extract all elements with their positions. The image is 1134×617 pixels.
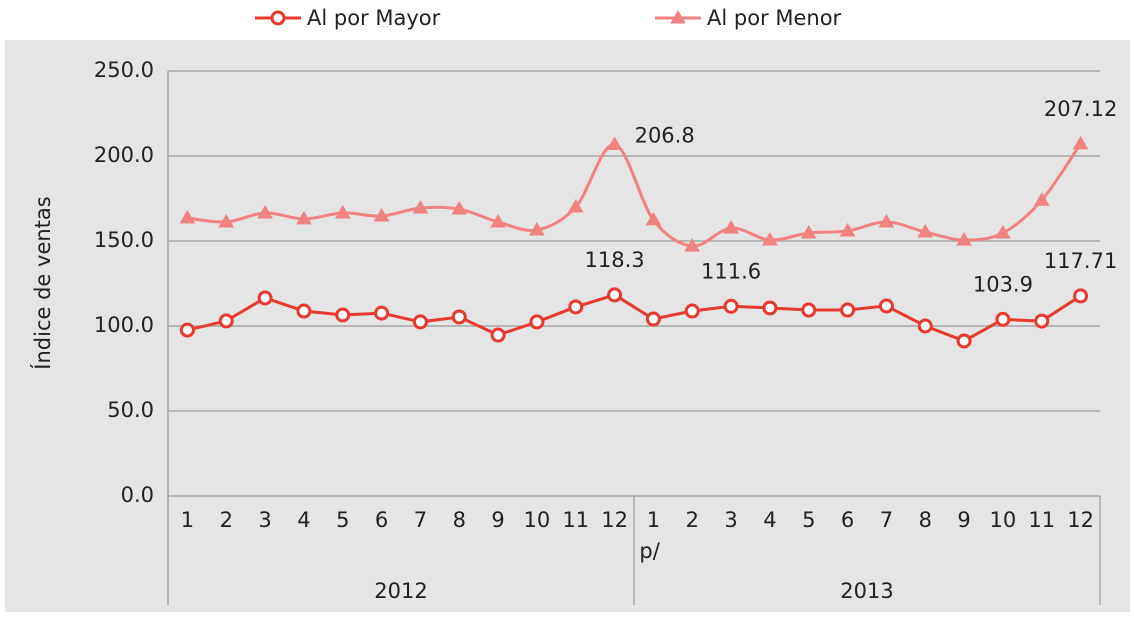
x-tick-label: 8 xyxy=(919,508,932,532)
data-point xyxy=(801,302,817,318)
data-point xyxy=(257,204,273,219)
x-tick-label: 1 xyxy=(181,508,194,532)
data-point xyxy=(1073,288,1089,304)
data-point xyxy=(684,238,701,252)
x-tick-label: 3 xyxy=(258,508,271,532)
data-point xyxy=(296,210,312,225)
data-point xyxy=(840,302,856,318)
x-tick-label: 6 xyxy=(841,508,854,532)
data-point xyxy=(800,225,817,239)
data-point xyxy=(335,307,351,323)
data-point xyxy=(607,287,623,303)
data-point xyxy=(179,210,196,224)
data-label: 111.6 xyxy=(701,259,761,283)
data-point xyxy=(878,298,894,314)
x-tick-label: 8 xyxy=(453,508,466,532)
data-point xyxy=(529,221,545,236)
data-point xyxy=(995,311,1011,327)
group-label: 2013 xyxy=(840,579,893,603)
x-tick-label: 10 xyxy=(524,508,551,532)
data-point xyxy=(878,213,895,228)
y-tick-label: 150.0 xyxy=(94,228,154,252)
data-point xyxy=(645,211,662,226)
x-tick-label: 11 xyxy=(562,508,589,532)
x-tick-label: 12 xyxy=(601,508,628,532)
data-point xyxy=(995,225,1011,239)
y-tick-label: 0.0 xyxy=(121,483,154,507)
data-label: 103.9 xyxy=(973,272,1033,296)
data-point xyxy=(839,222,856,237)
legend-marker xyxy=(270,10,286,26)
x-tick-label: 11 xyxy=(1028,508,1055,532)
data-label: 118.3 xyxy=(585,248,645,272)
data-point xyxy=(374,305,390,321)
x-tick-label: 12 xyxy=(1067,508,1094,532)
data-point xyxy=(373,208,390,222)
data-point xyxy=(762,231,778,246)
data-label: 117.71 xyxy=(1044,249,1117,273)
data-point xyxy=(1072,135,1089,150)
x-tick-label: 5 xyxy=(336,508,349,532)
data-point xyxy=(451,309,467,325)
x-tick-label: 7 xyxy=(414,508,427,532)
data-point xyxy=(257,290,273,306)
data-point xyxy=(1033,192,1050,206)
x-tick-label: 2 xyxy=(220,508,233,532)
legend-label: Al por Menor xyxy=(707,6,842,30)
data-point xyxy=(1034,313,1050,329)
data-label: 207.12 xyxy=(1044,97,1117,121)
x-tick-label: 2 xyxy=(686,508,699,532)
x-tick-label: 1 xyxy=(647,508,660,532)
category-note: p/ xyxy=(639,539,660,563)
data-point xyxy=(451,201,468,215)
data-point xyxy=(490,327,506,343)
data-point xyxy=(956,231,972,246)
group-label: 2012 xyxy=(374,579,427,603)
data-point xyxy=(606,136,623,150)
data-point xyxy=(917,318,933,334)
data-point xyxy=(956,333,972,349)
legend-marker xyxy=(670,10,686,24)
x-tick-label: 7 xyxy=(880,508,893,532)
data-point xyxy=(723,298,739,314)
x-tick-label: 10 xyxy=(990,508,1017,532)
data-point xyxy=(645,311,661,327)
data-point xyxy=(490,213,506,228)
y-tick-label: 50.0 xyxy=(107,398,154,422)
x-tick-label: 3 xyxy=(724,508,737,532)
y-tick-label: 250.0 xyxy=(94,58,154,82)
data-point xyxy=(684,303,700,319)
x-tick-label: 9 xyxy=(957,508,970,532)
data-point xyxy=(412,314,428,330)
data-point xyxy=(568,299,584,315)
data-label: 206.8 xyxy=(635,123,695,147)
x-tick-label: 6 xyxy=(375,508,388,532)
data-point xyxy=(762,300,778,316)
data-point xyxy=(917,223,934,238)
data-point xyxy=(296,303,312,319)
data-point xyxy=(179,322,195,338)
x-tick-label: 5 xyxy=(802,508,815,532)
data-point xyxy=(723,220,739,234)
data-point xyxy=(218,213,235,228)
legend-label: Al por Mayor xyxy=(307,6,441,30)
x-tick-label: 9 xyxy=(491,508,504,532)
y-axis-label: Índice de ventas xyxy=(30,196,55,369)
y-tick-label: 100.0 xyxy=(94,313,154,337)
data-point xyxy=(529,314,545,330)
data-point xyxy=(334,204,351,219)
x-tick-label: 4 xyxy=(763,508,776,532)
data-point xyxy=(218,313,234,329)
x-tick-label: 4 xyxy=(297,508,310,532)
data-point xyxy=(412,200,429,214)
data-point xyxy=(567,199,584,213)
y-tick-label: 200.0 xyxy=(94,143,154,167)
